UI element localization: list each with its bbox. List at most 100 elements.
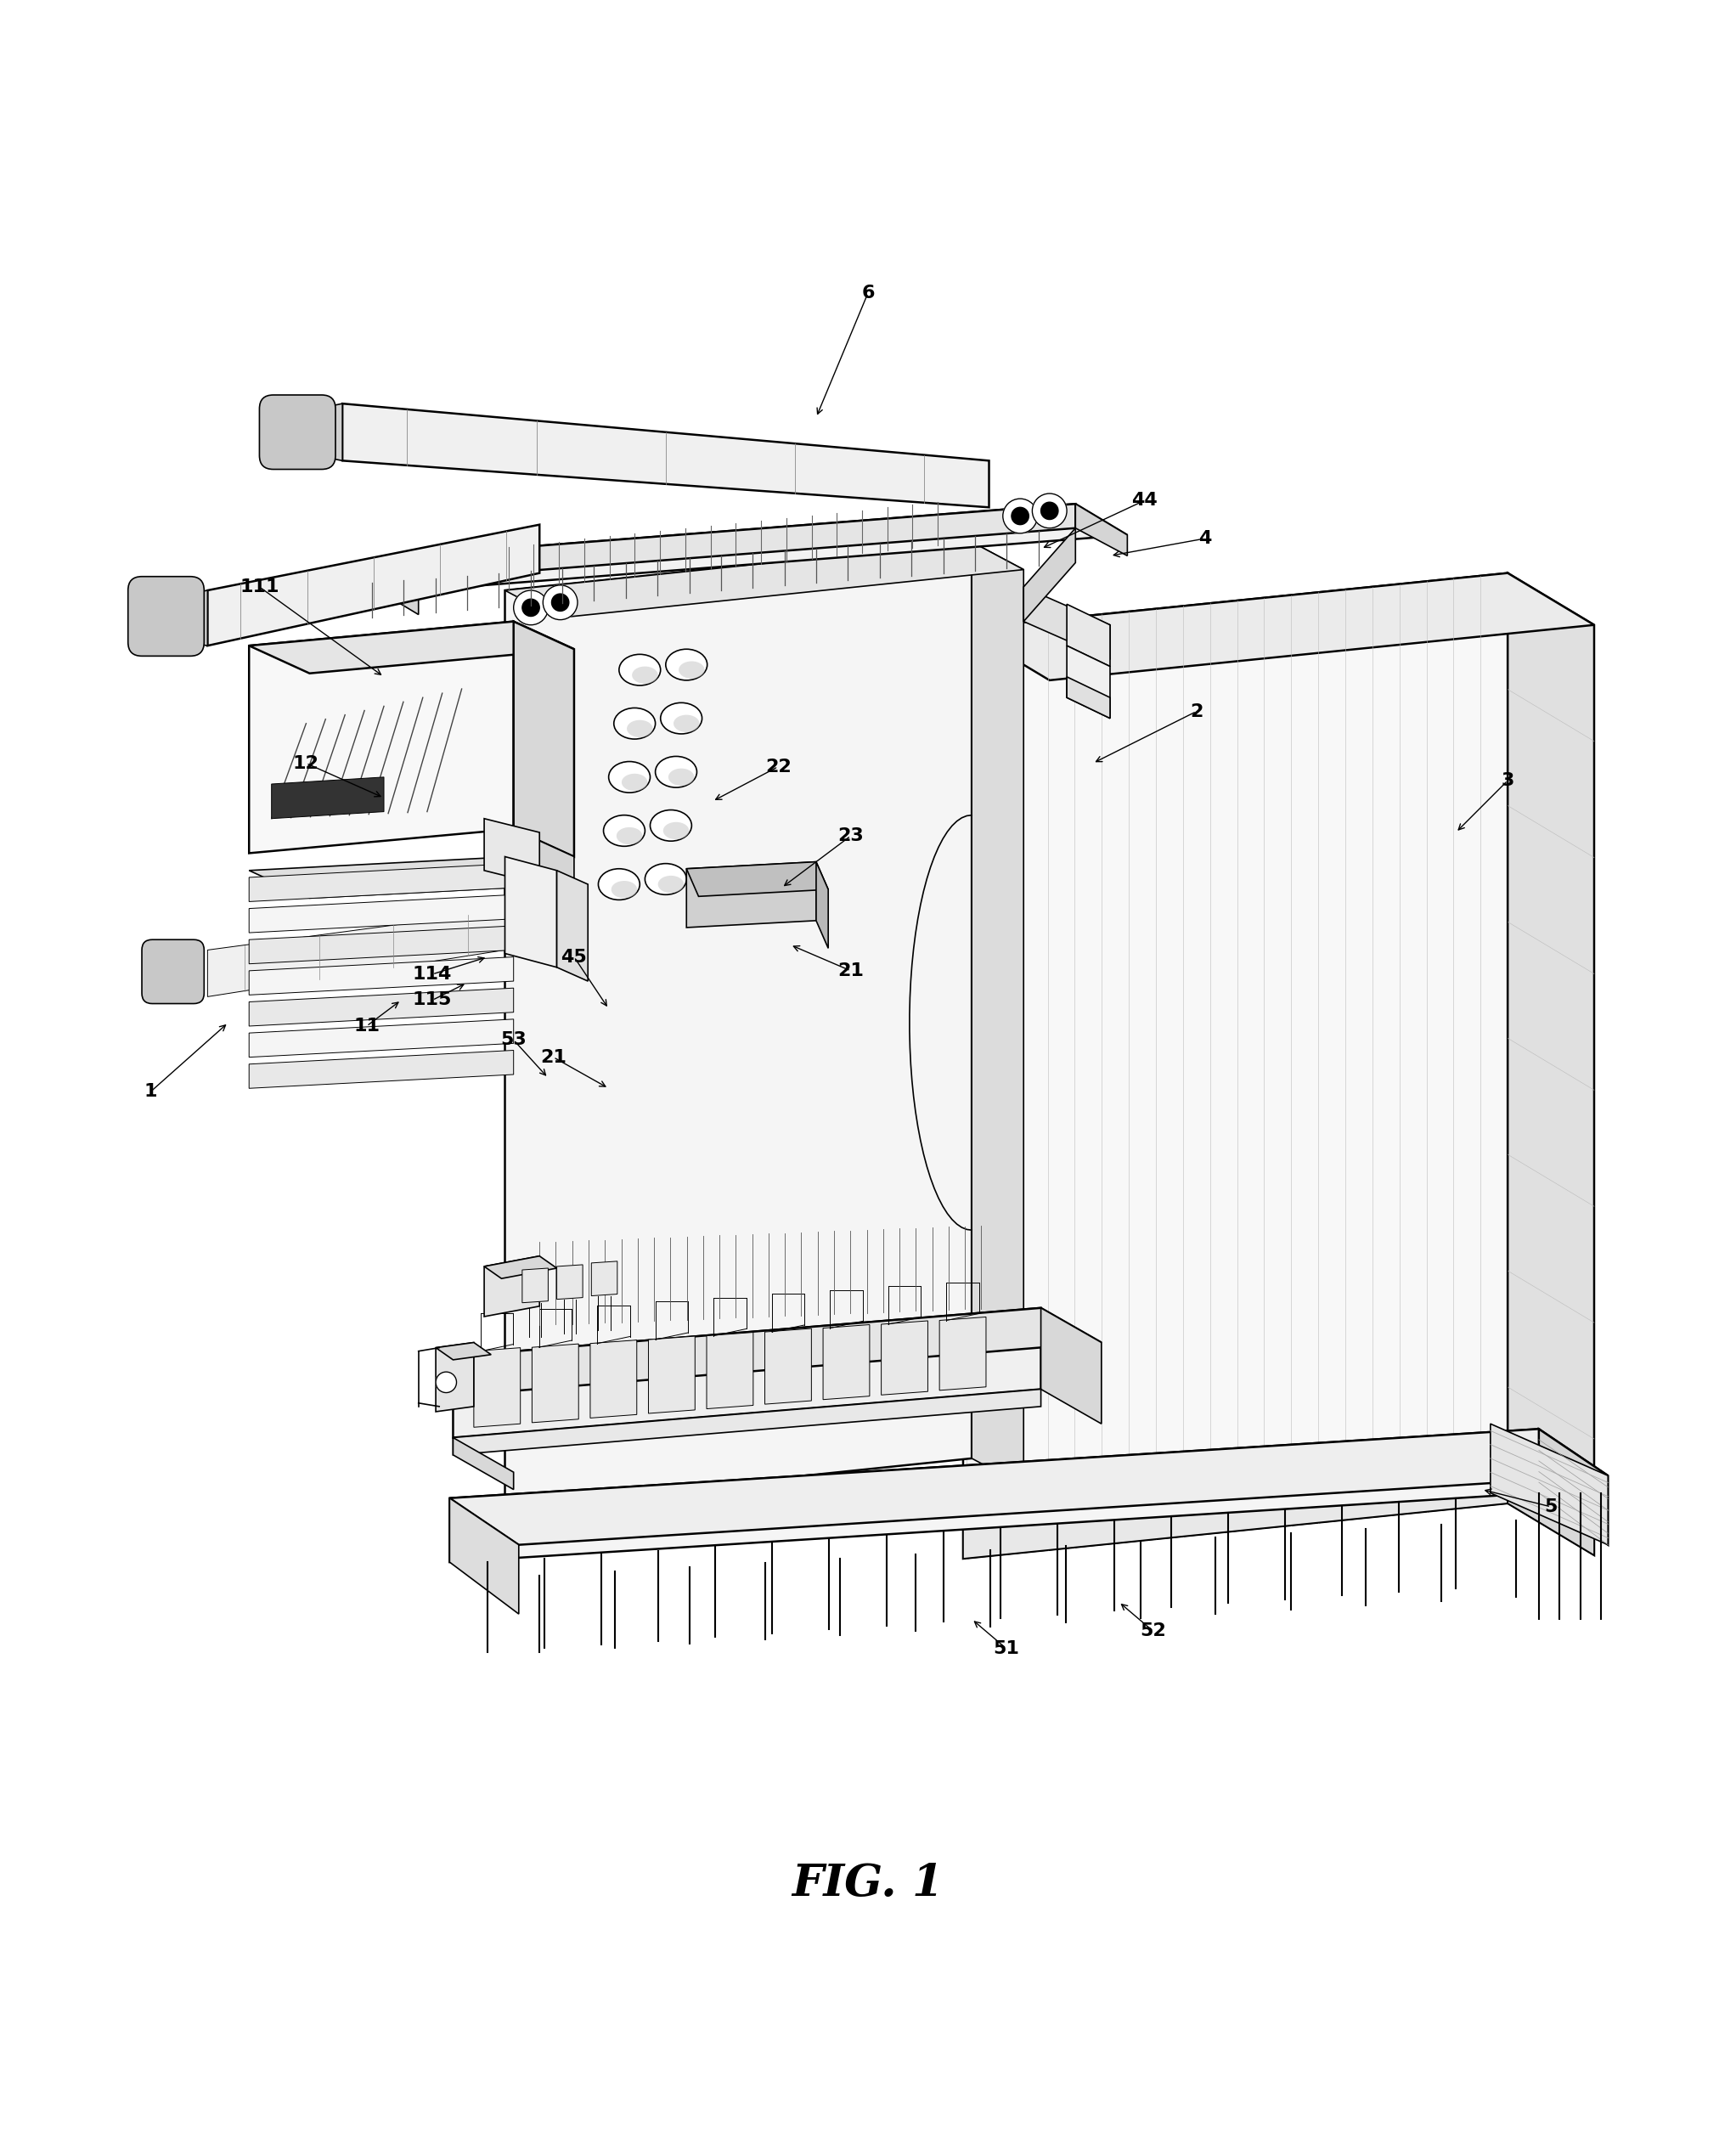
Polygon shape (366, 503, 1127, 591)
Polygon shape (1068, 604, 1109, 666)
Polygon shape (248, 857, 575, 898)
Ellipse shape (646, 864, 686, 894)
Polygon shape (823, 1324, 870, 1399)
FancyBboxPatch shape (142, 939, 205, 1004)
Polygon shape (649, 1337, 694, 1414)
Text: 11: 11 (354, 1019, 380, 1034)
Polygon shape (557, 1266, 583, 1300)
Polygon shape (686, 862, 816, 928)
Text: 114: 114 (413, 965, 451, 982)
Ellipse shape (627, 720, 653, 737)
Polygon shape (453, 1388, 1042, 1455)
Circle shape (1012, 507, 1029, 524)
Text: FIG. 1: FIG. 1 (792, 1861, 944, 1906)
Text: 3: 3 (1502, 771, 1514, 789)
Polygon shape (187, 591, 208, 645)
Text: 2: 2 (1189, 703, 1203, 720)
Circle shape (523, 600, 540, 617)
Ellipse shape (668, 769, 694, 787)
Ellipse shape (599, 868, 641, 900)
Polygon shape (248, 621, 514, 853)
Ellipse shape (663, 823, 689, 840)
Polygon shape (248, 864, 514, 903)
Ellipse shape (651, 810, 691, 840)
Ellipse shape (658, 875, 684, 894)
Ellipse shape (616, 827, 642, 845)
Text: 51: 51 (993, 1640, 1019, 1657)
Text: 44: 44 (1132, 492, 1158, 509)
Ellipse shape (656, 756, 696, 787)
Text: 4: 4 (1198, 531, 1212, 548)
Polygon shape (523, 1268, 549, 1302)
Circle shape (1033, 494, 1068, 529)
Text: 45: 45 (561, 948, 587, 965)
Polygon shape (590, 1341, 637, 1418)
Polygon shape (557, 870, 589, 982)
Polygon shape (1068, 677, 1109, 718)
Polygon shape (342, 404, 990, 507)
Polygon shape (1491, 1425, 1608, 1545)
Text: 21: 21 (540, 1049, 566, 1066)
Ellipse shape (609, 761, 651, 793)
Polygon shape (436, 1343, 474, 1412)
Ellipse shape (632, 666, 658, 683)
Polygon shape (531, 1343, 578, 1423)
Polygon shape (453, 1438, 514, 1489)
Polygon shape (474, 1347, 521, 1427)
Polygon shape (963, 574, 1507, 1558)
Polygon shape (1024, 529, 1076, 621)
Polygon shape (484, 1255, 540, 1317)
Text: 21: 21 (837, 963, 865, 980)
Polygon shape (436, 1343, 491, 1360)
Polygon shape (514, 830, 575, 883)
Polygon shape (453, 1309, 1101, 1390)
Ellipse shape (665, 649, 707, 681)
Polygon shape (939, 1317, 986, 1390)
Ellipse shape (679, 662, 705, 679)
Circle shape (514, 591, 549, 625)
Text: 12: 12 (293, 754, 319, 771)
Polygon shape (248, 621, 575, 673)
Polygon shape (248, 926, 514, 965)
Polygon shape (1507, 1455, 1594, 1556)
Polygon shape (366, 503, 1076, 582)
Polygon shape (484, 819, 540, 883)
Polygon shape (450, 1498, 519, 1614)
Circle shape (1003, 499, 1038, 533)
Circle shape (1042, 503, 1059, 520)
Polygon shape (1507, 574, 1594, 1556)
Text: 111: 111 (240, 578, 279, 595)
Polygon shape (1076, 503, 1127, 557)
Text: 23: 23 (838, 827, 865, 845)
Polygon shape (972, 542, 1024, 1485)
Polygon shape (1042, 1309, 1101, 1425)
Ellipse shape (611, 881, 637, 898)
Circle shape (436, 1371, 457, 1393)
Polygon shape (1024, 587, 1109, 660)
Polygon shape (208, 911, 505, 997)
Polygon shape (248, 894, 514, 933)
Polygon shape (248, 1051, 514, 1087)
Polygon shape (366, 559, 418, 615)
Circle shape (543, 585, 578, 619)
Polygon shape (248, 989, 514, 1025)
FancyBboxPatch shape (128, 576, 205, 655)
Polygon shape (963, 1455, 1507, 1558)
Polygon shape (1538, 1429, 1608, 1545)
Ellipse shape (674, 716, 700, 733)
Ellipse shape (621, 774, 648, 791)
Polygon shape (248, 956, 514, 995)
Text: 6: 6 (861, 284, 875, 301)
Polygon shape (450, 1429, 1608, 1545)
Ellipse shape (660, 703, 701, 733)
Polygon shape (816, 862, 828, 948)
Polygon shape (592, 1261, 618, 1296)
FancyBboxPatch shape (259, 395, 335, 468)
Text: 52: 52 (1141, 1622, 1167, 1640)
Polygon shape (484, 1255, 557, 1279)
Polygon shape (450, 1429, 1538, 1562)
Polygon shape (271, 778, 384, 819)
Ellipse shape (615, 707, 656, 739)
Polygon shape (963, 574, 1594, 681)
Circle shape (552, 593, 569, 610)
